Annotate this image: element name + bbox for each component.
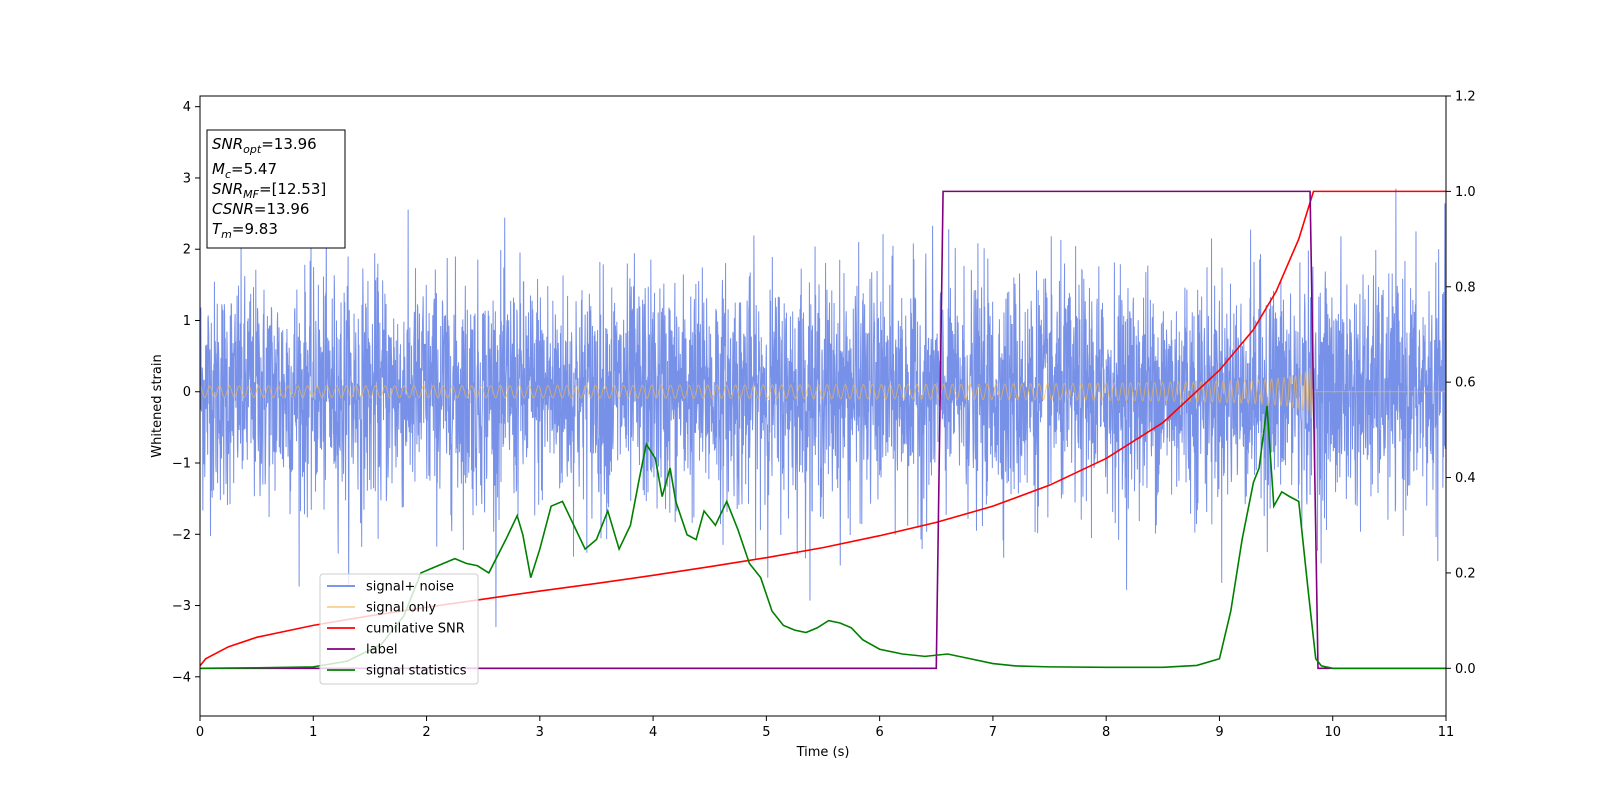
y-axis-label: Whitened strain: [150, 354, 165, 457]
y-left-tick-label: −2: [172, 528, 191, 543]
x-tick-label: 4: [649, 725, 657, 740]
y-right-tick-label: 0.0: [1455, 662, 1476, 677]
y-right-tick-label: 0.6: [1455, 376, 1476, 391]
legend: signal+ noise signal only cumilative SNR la…: [319, 573, 479, 685]
legend-entry: signal only: [366, 601, 436, 616]
y-axis-right: 0.0 0.2 0.4 0.6 0.8 1.0 1.2: [1446, 90, 1476, 677]
y-axis-left: −4 −3 −2 −1 0 1 2 3 4: [172, 100, 200, 685]
y-left-tick-label: −3: [172, 599, 191, 614]
x-tick-label: 9: [1215, 725, 1223, 740]
x-tick-label: 3: [536, 725, 544, 740]
x-tick-label: 10: [1324, 725, 1341, 740]
series-signal-only: [200, 357, 1446, 430]
info-line: CSNR=13.96: [212, 200, 309, 218]
x-axis: 0 1 2 3 4 5 6 7 8 9 10 11: [196, 716, 1454, 740]
x-tick-label: 5: [762, 725, 770, 740]
y-left-tick-label: 4: [183, 100, 191, 115]
info-line: Tm=9.83: [212, 220, 278, 241]
x-tick-label: 11: [1438, 725, 1455, 740]
y-right-tick-label: 0.8: [1455, 280, 1476, 295]
info-line: SNRopt=13.96: [212, 135, 317, 156]
x-tick-label: 7: [989, 725, 997, 740]
y-left-tick-label: −1: [172, 457, 191, 472]
y-left-tick-label: 0: [183, 385, 191, 400]
info-line: Mc=5.47: [212, 160, 277, 181]
x-tick-label: 8: [1102, 725, 1110, 740]
y-right-tick-label: 1.0: [1455, 185, 1476, 200]
legend-frame: [319, 573, 479, 685]
y-right-tick-label: 0.4: [1455, 471, 1476, 486]
plot-frame: [199, 95, 1447, 717]
x-tick-label: 6: [875, 725, 883, 740]
legend-entry: cumilative SNR: [366, 622, 465, 637]
x-tick-label: 2: [422, 725, 430, 740]
y-right-tick-label: 0.2: [1455, 566, 1476, 581]
info-line: SNRMF=[12.53]: [212, 180, 326, 201]
y-left-tick-label: 2: [183, 243, 191, 258]
series-signal-statistics: [200, 405, 1446, 670]
y-right-tick-label: 1.2: [1455, 90, 1476, 105]
info-box: SNRopt=13.96 Mc=5.47SNRMF=[12.53]CSNR=13.…: [206, 129, 346, 249]
y-left-tick-label: 1: [183, 314, 191, 329]
x-tick-label: 0: [196, 725, 204, 740]
x-axis-label: Time (s): [796, 745, 850, 760]
y-left-tick-label: 3: [183, 171, 191, 186]
y-left-tick-label: −4: [172, 670, 191, 685]
legend-entry: signal statistics: [366, 664, 467, 679]
legend-entry: signal+ noise: [366, 580, 454, 595]
legend-entry: label: [366, 643, 397, 658]
x-tick-label: 1: [309, 725, 317, 740]
info-box-frame: [206, 129, 346, 249]
